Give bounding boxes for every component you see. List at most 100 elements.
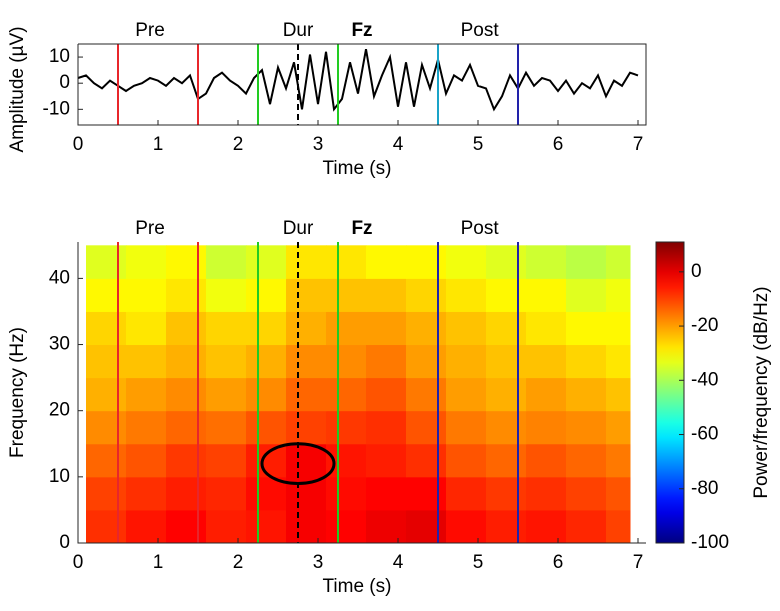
y-tick-label: 30 [49, 334, 70, 355]
spectrogram-cell [366, 476, 407, 511]
spectrogram-cell [166, 245, 207, 279]
spectrogram-cell [86, 245, 127, 279]
spectrogram-cell [326, 278, 367, 312]
spectrogram-cell [246, 344, 287, 379]
spectrogram-cell [566, 245, 607, 279]
spectrogram-cell [166, 278, 207, 312]
spectrogram-cell [86, 311, 127, 346]
spectrogram-cell [406, 476, 447, 511]
colorbar-tick-label: -40 [691, 369, 718, 390]
spectrogram-cell [206, 377, 247, 412]
spectrogram-cell [126, 344, 167, 379]
y-axis-label: Amplitude (µV) [7, 26, 28, 152]
spectrogram-cell [526, 278, 567, 312]
spectrogram-cell [406, 509, 447, 544]
spectrogram-cell [486, 344, 527, 379]
spectrogram-cell [526, 410, 567, 445]
spectrogram-cell [326, 410, 367, 445]
spectrogram-cell [486, 245, 527, 279]
spectrogram-cell [526, 344, 567, 379]
spectrogram-cell [446, 476, 487, 511]
spectrogram-cell [326, 311, 367, 346]
x-axis-label: Time (s) [323, 158, 392, 179]
spectrogram-cell [526, 443, 567, 478]
spectrogram-cell [606, 476, 631, 511]
spectrogram-cell [246, 410, 287, 445]
spectrogram-cell [526, 509, 567, 544]
colorbar-tick-label: 0 [691, 261, 702, 282]
x-tick-label: 7 [633, 552, 644, 573]
spectrogram-cell [246, 476, 287, 511]
spectrogram-cell [286, 344, 327, 379]
x-axis-label: Time (s) [323, 576, 392, 597]
spectrogram-cell [486, 410, 527, 445]
period-label: Pre [135, 20, 165, 41]
x-tick-label: 0 [73, 134, 84, 155]
spectrogram-cell [86, 509, 127, 544]
spectrogram-cell [406, 443, 447, 478]
spectrogram-cell [446, 344, 487, 379]
spectrogram-cell [526, 476, 567, 511]
spectrogram-cell [166, 311, 207, 346]
spectrogram-cell [366, 278, 407, 312]
spectrogram-cell [606, 443, 631, 478]
x-tick-label: 5 [473, 552, 484, 573]
spectrogram-cell [126, 443, 167, 478]
spectrogram-cell [486, 278, 527, 312]
spectrogram-cell [446, 245, 487, 279]
spectrogram-cell [486, 443, 527, 478]
x-tick-label: 1 [153, 134, 164, 155]
y-tick-label: 10 [49, 46, 70, 67]
x-tick-label: 5 [473, 134, 484, 155]
y-axis-label: Frequency (Hz) [7, 327, 28, 458]
spectrogram-cell [566, 410, 607, 445]
spectrogram-cell [86, 278, 127, 312]
colorbar-tick-label: -80 [691, 478, 718, 499]
spectrogram-cell [406, 410, 447, 445]
spectrogram-cell [166, 344, 207, 379]
spectrogram-cell [406, 278, 447, 312]
spectrogram-cell [326, 377, 367, 412]
spectrogram-cell [566, 311, 607, 346]
spectrogram-cell [526, 245, 567, 279]
x-tick-label: 4 [393, 552, 404, 573]
spectrogram-cell [606, 245, 631, 279]
colorbar-tick-label: -60 [691, 424, 718, 445]
spectrogram-cell [126, 311, 167, 346]
spectrogram-cell [486, 509, 527, 544]
spectrogram-cell [286, 245, 327, 279]
spectrogram-cell [326, 344, 367, 379]
spectrogram-cell [446, 443, 487, 478]
x-tick-label: 2 [233, 134, 244, 155]
period-label: Dur [283, 20, 314, 41]
spectrogram-cell [126, 377, 167, 412]
spectrogram-cell [166, 410, 207, 445]
x-tick-label: 2 [233, 552, 244, 573]
spectrogram-cell [206, 443, 247, 478]
spectrogram-cell [206, 476, 247, 511]
spectrogram-cell [206, 278, 247, 312]
spectrogram-cell [366, 410, 407, 445]
y-tick-label: 20 [49, 400, 70, 421]
colorbar-tick-label: -20 [691, 315, 718, 336]
y-tick-label: -10 [43, 98, 70, 119]
colorbar-label: Power/frequency (dB/Hz) [751, 286, 772, 498]
spectrogram-cell [166, 476, 207, 511]
spectrogram-cell [406, 245, 447, 279]
spectrogram-cell [606, 509, 631, 544]
x-tick-label: 7 [633, 134, 644, 155]
spectrogram-cell [286, 311, 327, 346]
spectrogram-cell [566, 377, 607, 412]
spectrogram-cell [326, 476, 367, 511]
colorbar-tick-label: -100 [691, 532, 729, 553]
spectrogram-cell [286, 377, 327, 412]
x-tick-label: 3 [313, 134, 324, 155]
spectrogram-cell [366, 443, 407, 478]
eeg-trace [77, 49, 639, 112]
spectrogram-cell [166, 443, 207, 478]
period-label: Pre [135, 218, 165, 239]
x-tick-label: 4 [393, 134, 404, 155]
colorbar [655, 241, 685, 544]
spectrogram-cell [86, 377, 127, 412]
